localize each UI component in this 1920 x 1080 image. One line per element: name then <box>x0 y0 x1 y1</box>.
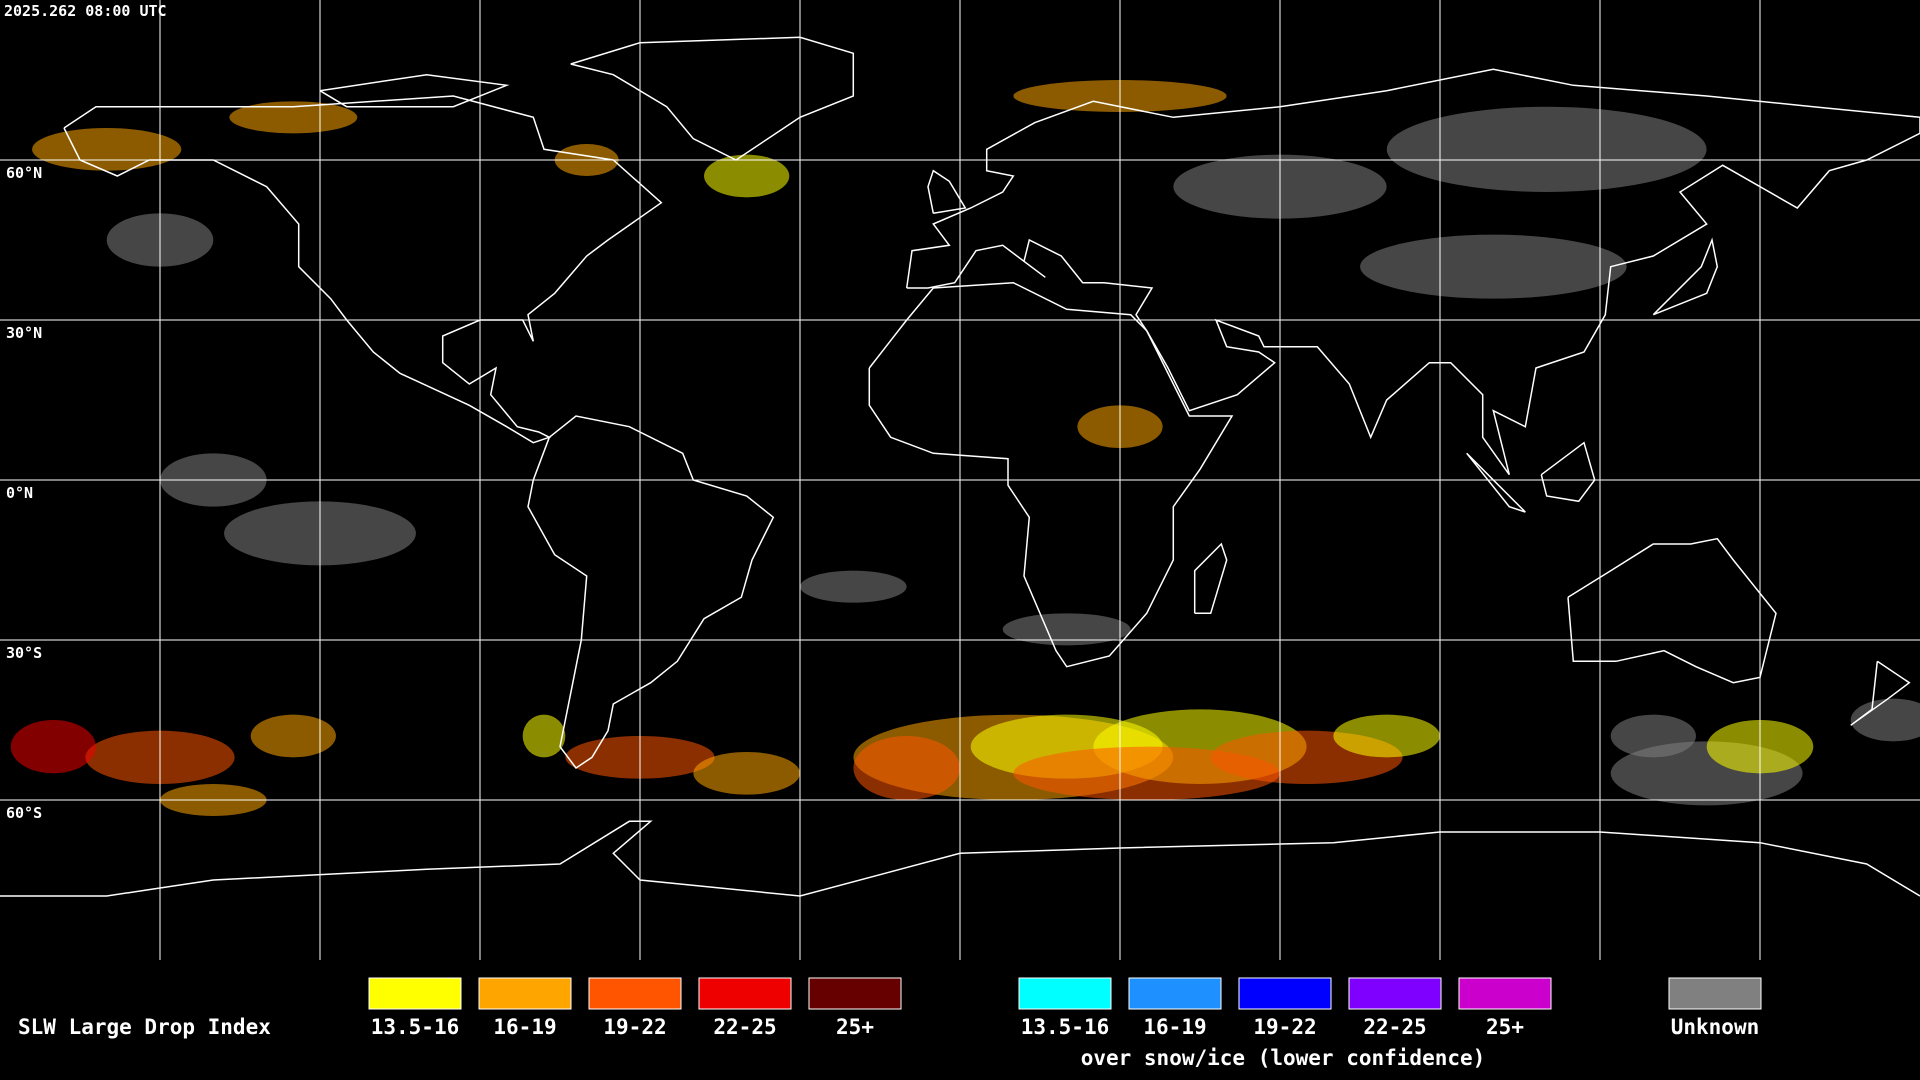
legend-label: 22-25 <box>1363 1015 1426 1039</box>
legend-label: 25+ <box>1486 1015 1524 1039</box>
legend-label: 16-19 <box>1143 1015 1206 1039</box>
timestamp: 2025.262 08:00 UTC <box>4 2 167 20</box>
latitude-label: 60°S <box>6 804 42 822</box>
legend-swatch <box>478 977 572 1010</box>
cloud-patch <box>1850 698 1920 742</box>
cloud-patch <box>704 154 790 198</box>
coastline <box>1652 237 1719 316</box>
legend-label: 25+ <box>836 1015 874 1039</box>
legend-label: Unknown <box>1671 1015 1760 1039</box>
graticule <box>0 0 1920 960</box>
latitude-label: 30°N <box>6 324 42 342</box>
coastline <box>1567 537 1777 684</box>
cloud-patch <box>693 752 800 795</box>
legend-swatch <box>1348 977 1442 1010</box>
coastline <box>905 68 1920 476</box>
cloud-patch <box>250 714 336 758</box>
legend-swatch <box>588 977 682 1010</box>
legend-label: 16-19 <box>493 1015 556 1039</box>
coastline <box>1540 441 1596 503</box>
legend-label: 13.5-16 <box>371 1015 460 1039</box>
cloud-patch <box>853 736 960 800</box>
cloud-patch <box>229 101 358 134</box>
legend-swatch <box>1458 977 1552 1010</box>
legend: SLW Large Drop Index over snow/ice (lowe… <box>18 977 1762 1070</box>
cloud-patch <box>1002 613 1131 646</box>
legend-note: over snow/ice (lower confidence) <box>1081 1046 1486 1070</box>
latitude-labels: 60°N 30°N 0°N 30°S 60°S <box>6 164 42 822</box>
legend-swatch <box>808 977 902 1010</box>
cloud-patch <box>1610 714 1696 758</box>
legend-title: SLW Large Drop Index <box>18 1015 271 1039</box>
coastlines <box>0 36 1920 897</box>
cloud-patch <box>1360 234 1627 299</box>
coastline <box>1193 542 1228 615</box>
legend-label: 19-22 <box>603 1015 666 1039</box>
latitude-label: 0°N <box>6 484 33 502</box>
cloud-patch <box>32 128 182 171</box>
coastline <box>1850 660 1911 726</box>
legend-swatch <box>368 977 462 1010</box>
legend-swatch <box>1668 977 1762 1010</box>
cloud-patch <box>1333 714 1440 758</box>
cloud-patch <box>800 570 907 603</box>
legend-label: 22-25 <box>713 1015 776 1039</box>
coastline <box>0 820 1920 897</box>
legend-swatch <box>1128 977 1222 1010</box>
coastline <box>63 95 663 444</box>
cloud-patch <box>1386 106 1707 192</box>
legend-label: 13.5-16 <box>1021 1015 1110 1039</box>
legend-swatch <box>698 977 792 1010</box>
cloud-patch <box>10 720 96 774</box>
legend-label: 19-22 <box>1253 1015 1316 1039</box>
legend-swatch <box>1238 977 1332 1010</box>
coastline <box>527 415 775 770</box>
cloud-patch <box>522 714 566 758</box>
coastline <box>868 281 1234 668</box>
legend-swatch <box>1018 977 1112 1010</box>
latitude-label: 60°N <box>6 164 42 182</box>
latitude-label: 30°S <box>6 644 42 662</box>
